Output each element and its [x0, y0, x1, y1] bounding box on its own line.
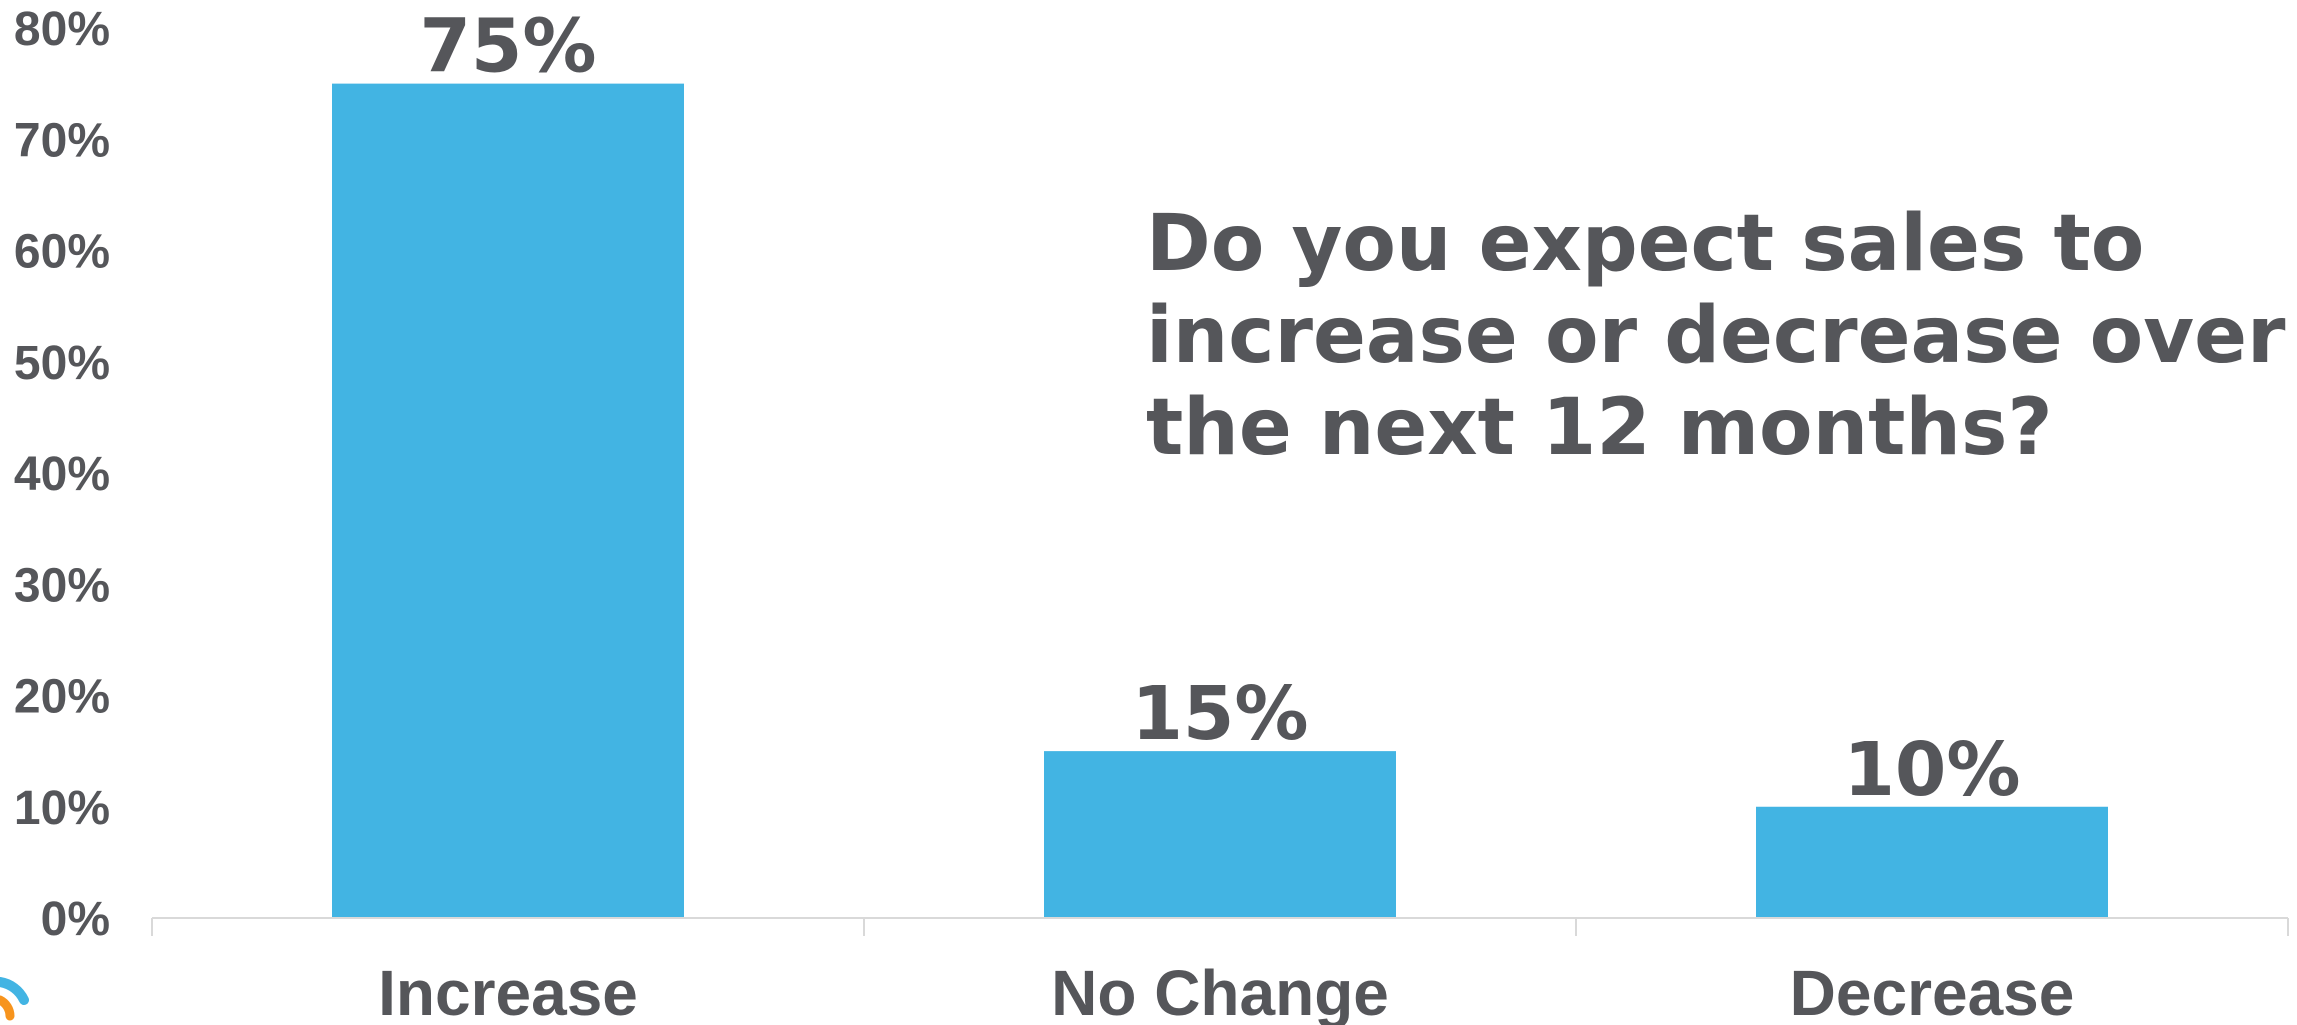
y-tick-label: 70% — [14, 114, 110, 167]
bar-value-label: 75% — [419, 4, 596, 90]
y-tick-label: 40% — [14, 448, 110, 501]
data-labels: 75% 15% 10% — [419, 4, 2020, 813]
logo-arc-icon — [0, 977, 29, 1005]
y-tick-label: 0% — [41, 893, 110, 946]
category-labels: Increase No Change Decrease — [378, 957, 2074, 1025]
x-category-label: No Change — [1051, 957, 1389, 1025]
bar-value-label: 15% — [1131, 671, 1308, 757]
y-tick-label: 50% — [14, 337, 110, 390]
x-category-label: Decrease — [1790, 957, 2075, 1025]
y-tick-label: 60% — [14, 226, 110, 279]
brand-logo-fragment — [0, 977, 29, 1021]
y-tick-label: 80% — [14, 3, 110, 56]
logo-arc-icon — [0, 995, 15, 1021]
chart-question-annotation: Do you expect sales to increase or decrea… — [1146, 199, 2286, 473]
y-tick-label: 10% — [14, 782, 110, 835]
bar — [332, 83, 684, 918]
bar — [1756, 806, 2108, 918]
x-axis — [151, 917, 2289, 936]
question-line: increase or decrease over — [1146, 291, 2286, 381]
bar — [1044, 751, 1396, 918]
question-line: the next 12 months? — [1146, 383, 2053, 473]
bars — [332, 83, 2108, 918]
bar-value-label: 10% — [1843, 727, 2020, 813]
question-line: Do you expect sales to — [1146, 199, 2144, 289]
y-axis-ticks: 0% 10% 20% 30% 40% 50% 60% 70% 80% — [14, 3, 110, 946]
y-tick-label: 20% — [14, 671, 110, 724]
x-category-label: Increase — [378, 957, 638, 1025]
y-tick-label: 30% — [14, 559, 110, 612]
